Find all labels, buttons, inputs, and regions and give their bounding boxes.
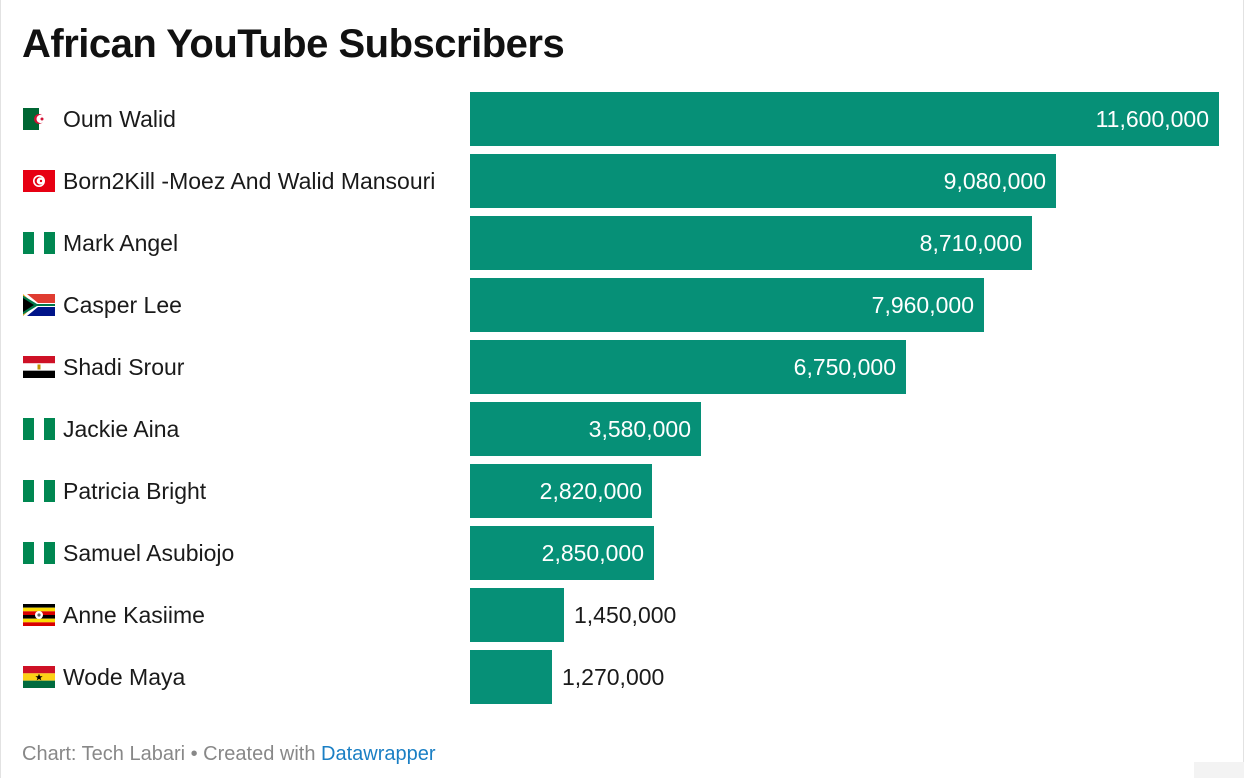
egypt-flag-icon <box>23 356 55 378</box>
bar-row: Wode Maya 1,270,000 <box>0 650 1244 704</box>
bar <box>470 588 564 642</box>
bar-row: Oum Walid 11,600,000 <box>0 92 1244 146</box>
nigeria-flag-icon <box>23 232 55 254</box>
chart-footer: Chart: Tech Labari • Created with Datawr… <box>22 743 436 766</box>
bar <box>470 216 1032 270</box>
bar-row: Mark Angel 8,710,000 <box>0 216 1244 270</box>
category-label: Jackie Aina <box>63 416 180 442</box>
category-label: Shadi Srour <box>63 354 185 380</box>
bar <box>470 340 906 394</box>
south-africa-flag-icon <box>23 294 55 316</box>
value-label: 1,450,000 <box>574 602 677 628</box>
category-label: Anne Kasiime <box>63 602 205 628</box>
bar-row: Patricia Bright 2,820,000 <box>0 464 1244 518</box>
nigeria-flag-icon <box>23 480 55 502</box>
value-label: 3,580,000 <box>588 416 691 442</box>
bar <box>470 464 652 518</box>
corner-decoration <box>1194 762 1244 778</box>
bar <box>470 650 552 704</box>
uganda-flag-icon <box>23 604 55 626</box>
value-label: 2,820,000 <box>539 478 642 504</box>
bar <box>470 278 984 332</box>
value-label: 6,750,000 <box>793 354 896 380</box>
bar <box>470 154 1056 208</box>
bar-row: Casper Lee 7,960,000 <box>0 278 1244 332</box>
category-label: Patricia Bright <box>63 478 207 504</box>
bar <box>470 526 654 580</box>
category-label: Wode Maya <box>63 664 186 690</box>
bar-row: Anne Kasiime 1,450,000 <box>0 588 1244 642</box>
bar-row: Samuel Asubiojo 2,850,000 <box>0 526 1244 580</box>
algeria-flag-icon <box>23 108 55 130</box>
nigeria-flag-icon <box>23 418 55 440</box>
footer-source: Chart: Tech Labari • Created with <box>22 743 322 765</box>
category-label: Mark Angel <box>63 230 179 256</box>
value-label: 7,960,000 <box>871 292 974 318</box>
value-label: 9,080,000 <box>943 168 1046 194</box>
category-label: Born2Kill -Moez And Walid Mansouri <box>63 168 436 194</box>
ghana-flag-icon <box>23 666 55 688</box>
category-label: Casper Lee <box>63 292 182 318</box>
category-label: Samuel Asubiojo <box>63 540 235 566</box>
bar-row: Jackie Aina 3,580,000 <box>0 402 1244 456</box>
nigeria-flag-icon <box>23 542 55 564</box>
category-label: Oum Walid <box>63 106 176 132</box>
bar-row: Born2Kill -Moez And Walid Mansouri 9,080,… <box>0 154 1244 208</box>
datawrapper-link[interactable]: Datawrapper <box>321 743 436 765</box>
bar-row: Shadi Srour 6,750,000 <box>0 340 1244 394</box>
chart-title: African YouTube Subscribers <box>22 22 565 66</box>
value-label: 1,270,000 <box>562 664 665 690</box>
bar <box>470 402 701 456</box>
tunisia-flag-icon <box>23 170 55 192</box>
value-label: 2,850,000 <box>541 540 644 566</box>
value-label: 11,600,000 <box>1095 106 1209 132</box>
bar <box>470 92 1219 146</box>
value-label: 8,710,000 <box>919 230 1022 256</box>
